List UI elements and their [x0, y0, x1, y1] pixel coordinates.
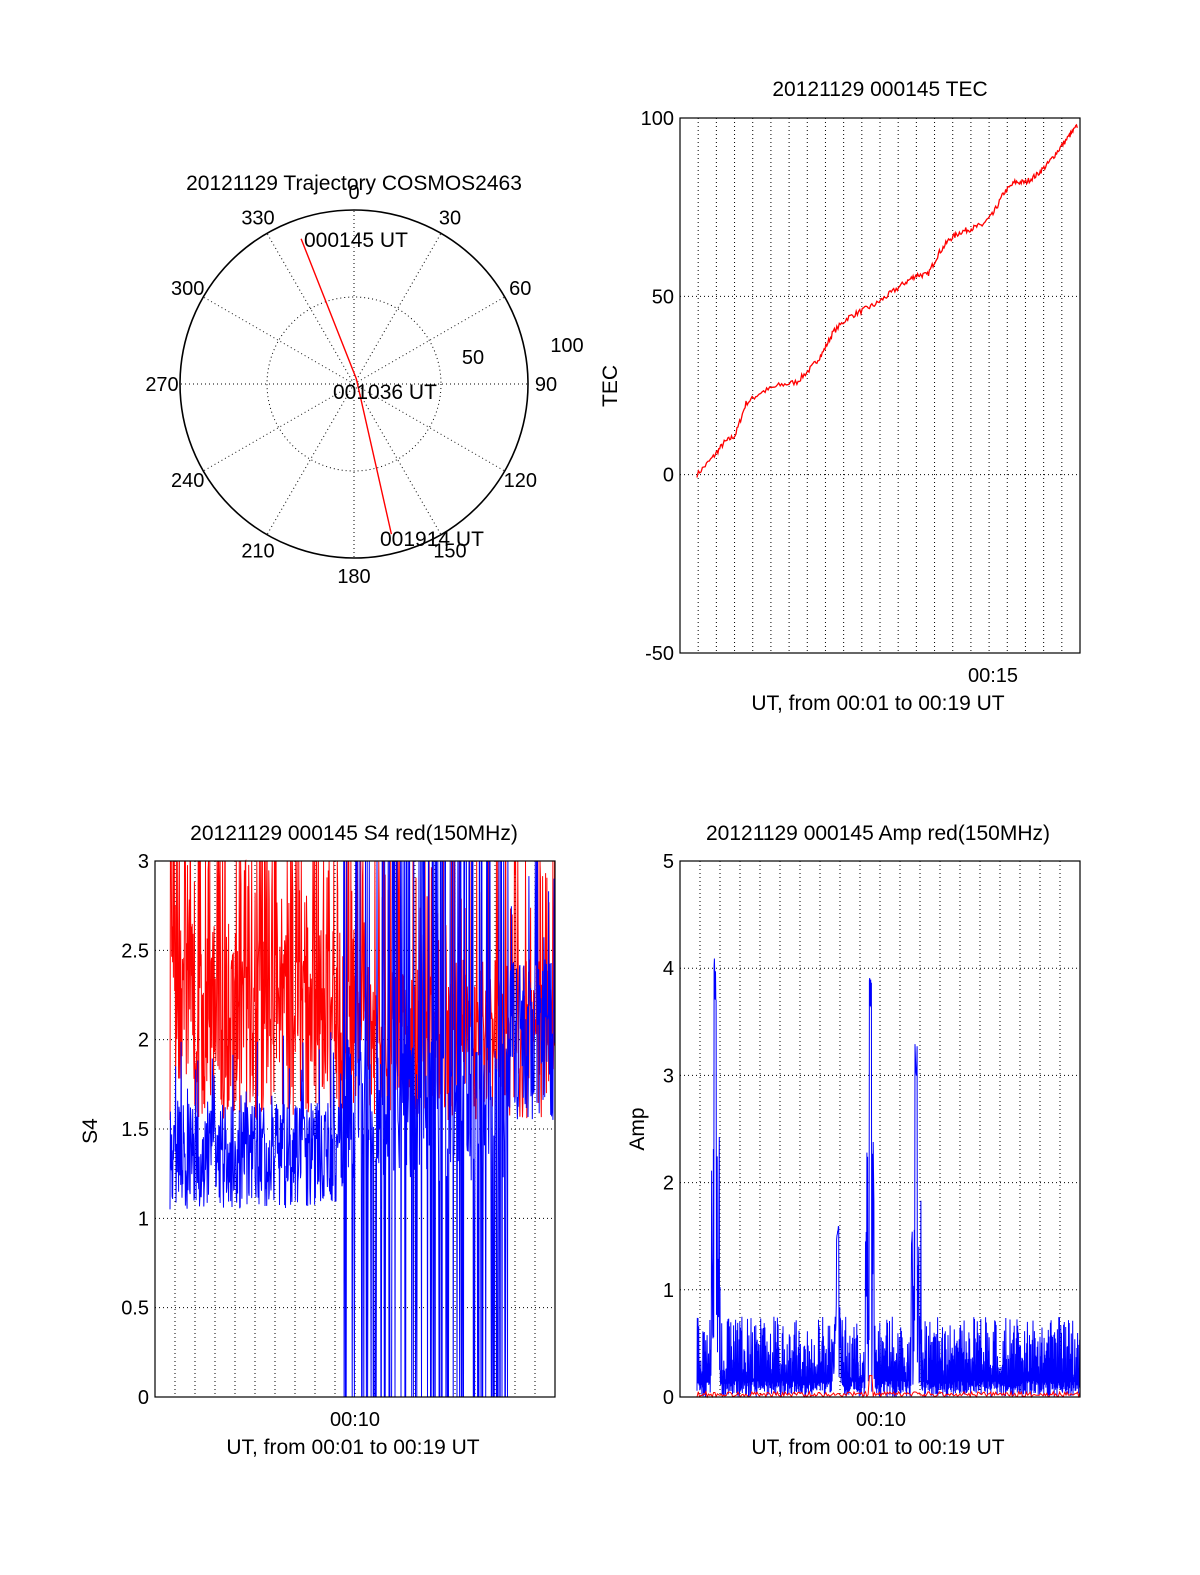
y-tick-label: 0 — [663, 465, 674, 487]
polar-angle-label: 150 — [433, 540, 466, 562]
polar-spoke-120 — [353, 383, 505, 472]
polar-chart: 20121129 Trajectory COSMOS2463 0 30 60 90 12… — [145, 172, 583, 588]
polar-title: 20121129 Trajectory COSMOS2463 — [186, 172, 522, 195]
trajectory-line — [300, 238, 393, 535]
y-tick-label: 50 — [652, 286, 674, 308]
polar-angle-label: 240 — [171, 470, 204, 492]
polar-angle-label: 90 — [535, 374, 557, 396]
trajectory-end-label: 001914 UT — [380, 528, 484, 551]
polar-spoke-30 — [353, 233, 442, 385]
polar-angle-label: 120 — [504, 470, 537, 492]
y-tick-label: 100 — [641, 108, 674, 130]
tec-y-tick-labels: 100 50 0 -50 — [641, 108, 674, 665]
tec-x-tick-label: 00:15 — [968, 665, 1018, 687]
amp-chart: 20121129 000145 Amp red(150MHz) 5 4 3 2 1 0 0… — [626, 822, 1081, 1459]
s4-red-series — [169, 859, 556, 1121]
tec-y-axis-label: TEC — [599, 365, 622, 407]
y-tick-label: 2 — [663, 1173, 674, 1195]
amp-plot-frame — [679, 860, 1081, 1398]
y-tick-label: 5 — [663, 851, 674, 873]
y-tick-label: 3 — [138, 851, 149, 873]
polar-spoke-210 — [266, 383, 355, 535]
s4-y-axis-label: S4 — [79, 1118, 102, 1144]
trajectory-mid-label: 001036 UT — [333, 381, 437, 404]
amp-grid — [680, 861, 1080, 1397]
polar-spoke-300 — [203, 296, 355, 385]
y-tick-label: 1 — [663, 1280, 674, 1302]
polar-spoke-330 — [266, 233, 355, 385]
polar-angle-label: 60 — [509, 278, 531, 300]
amp-x-tick-label: 00:10 — [856, 1409, 906, 1431]
polar-angle-label: 210 — [241, 540, 274, 562]
y-tick-label: 0.5 — [121, 1298, 149, 1320]
amp-y-axis-label: Amp — [626, 1107, 649, 1150]
polar-angle-label: 330 — [241, 208, 274, 230]
polar-inner-circle — [266, 296, 442, 472]
polar-radius-label-50: 50 — [462, 347, 484, 369]
y-tick-label: 0 — [663, 1387, 674, 1409]
y-tick-label: -50 — [645, 643, 674, 665]
s4-y-tick-labels: 3 2.5 2 1.5 1 0.5 0 — [121, 851, 149, 1409]
amp-x-axis-label: UT, from 00:01 to 00:19 UT — [751, 1436, 1004, 1459]
s4-x-axis-label: UT, from 00:01 to 00:19 UT — [226, 1436, 479, 1459]
y-tick-label: 0 — [138, 1387, 149, 1409]
s4-chart: 20121129 000145 S4 red(150MHz) 3 2.5 2 1.5 1… — [79, 822, 556, 1459]
polar-spoke-240 — [203, 383, 355, 472]
tec-series-line — [696, 123, 1078, 478]
polar-angle-label: 0 — [348, 182, 359, 204]
y-tick-label: 4 — [663, 958, 674, 980]
tec-x-axis-label: UT, from 00:01 to 00:19 UT — [751, 692, 1004, 715]
y-tick-label: 2.5 — [121, 940, 149, 962]
polar-spoke-60 — [353, 296, 505, 385]
tec-plot-frame — [679, 117, 1081, 654]
tec-title: 20121129 000145 TEC — [772, 78, 987, 101]
s4-blue-series — [169, 860, 556, 1398]
y-tick-label: 2 — [138, 1030, 149, 1052]
s4-plot-frame — [154, 860, 556, 1398]
polar-angle-label: 30 — [439, 208, 461, 230]
amp-y-tick-labels: 5 4 3 2 1 0 — [663, 851, 674, 1409]
polar-angle-label: 270 — [145, 374, 178, 396]
tec-grid — [680, 118, 1080, 653]
y-tick-label: 1 — [138, 1208, 149, 1230]
polar-angle-label: 180 — [337, 566, 370, 588]
polar-grid — [180, 210, 528, 558]
tec-chart: 20121129 000145 TEC 100 50 0 -50 00:15 UT, … — [599, 78, 1081, 715]
polar-angle-label: 300 — [171, 278, 204, 300]
s4-x-tick-label: 00:10 — [330, 1409, 380, 1431]
polar-angle-labels: 0 30 60 90 120 150 180 210 240 270 300 330 — [145, 182, 557, 588]
polar-radius-label-100: 100 — [550, 335, 583, 357]
amp-blue-series — [696, 958, 1081, 1397]
y-tick-label: 3 — [663, 1065, 674, 1087]
polar-outer-circle — [179, 209, 529, 559]
trajectory-start-label: 000145 UT — [304, 229, 408, 252]
s4-title: 20121129 000145 S4 red(150MHz) — [190, 822, 518, 845]
polar-spoke-150 — [353, 383, 442, 535]
amp-title: 20121129 000145 Amp red(150MHz) — [706, 822, 1050, 845]
y-tick-label: 1.5 — [121, 1119, 149, 1141]
